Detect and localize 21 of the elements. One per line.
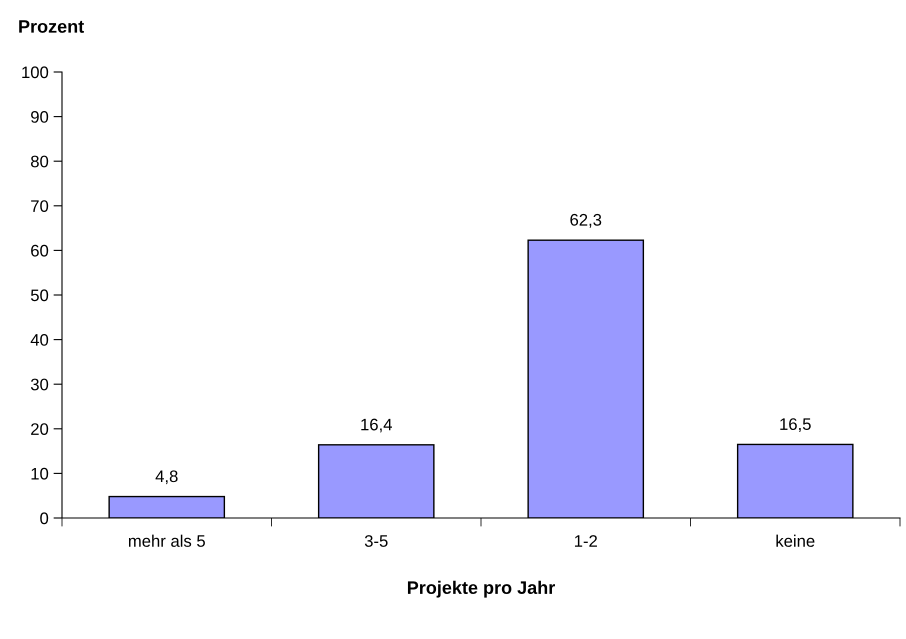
data-label: 4,8	[156, 470, 178, 484]
y-tick-label: 90	[31, 111, 48, 123]
y-tick-label: 50	[30, 289, 48, 302]
data-label: 62,3	[570, 214, 602, 228]
y-tick-label: 60	[31, 244, 48, 257]
x-tick-label: 3-5	[364, 535, 388, 547]
x-tick-label: keine	[776, 534, 814, 547]
y-tick-label: 80	[30, 156, 48, 168]
data-label: 16,5	[780, 418, 811, 432]
y-tick-label: 30	[30, 378, 48, 390]
x-axis-title: Projekte pro Jahr	[408, 580, 555, 598]
y-tick-label: 0	[40, 512, 48, 524]
data-label: 16,4	[361, 418, 392, 432]
x-tick-label: mehr als 5	[128, 534, 205, 547]
y-axis-title: Prozent	[19, 20, 84, 33]
y-tick-label: 40	[30, 334, 48, 346]
y-tick-label: 20	[31, 423, 48, 436]
x-tick-label: 1-2	[574, 535, 597, 547]
y-tick-label: 100	[22, 66, 48, 78]
y-tick-label: 10	[32, 468, 48, 480]
y-tick-label: 70	[31, 200, 48, 212]
